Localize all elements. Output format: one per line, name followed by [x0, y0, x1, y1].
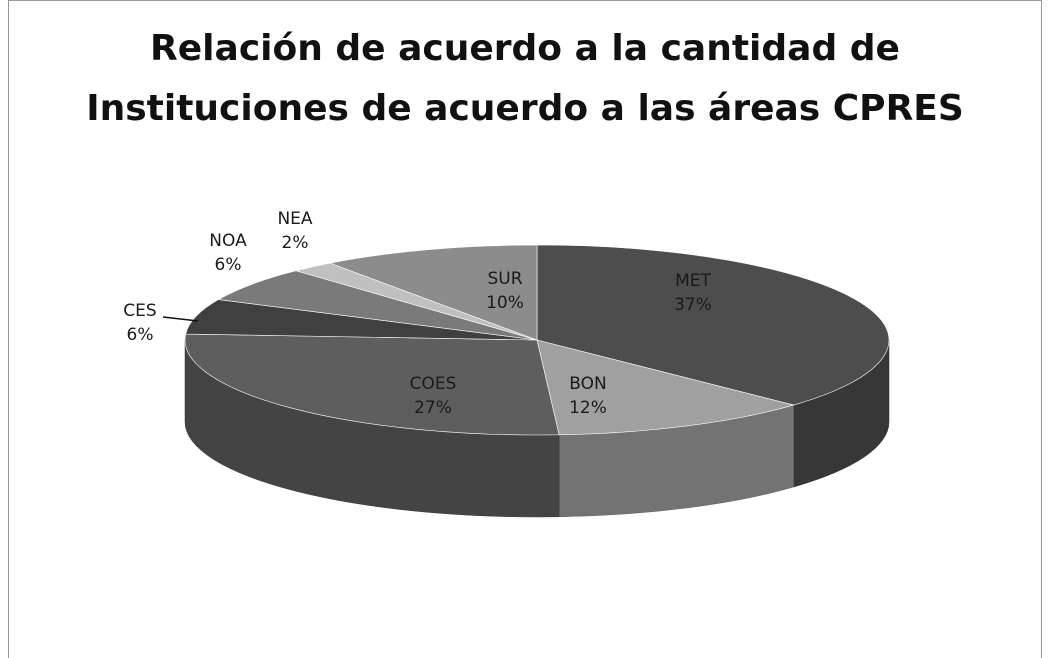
pie-slice: [536, 339, 795, 436]
pie-labels: MET 37% BON 12% COES 27% CES 6% NOA 6% NEA 2% SUR 10%: [123, 209, 712, 418]
slice-value-label: 37%: [674, 295, 712, 315]
pie-sides: [184, 339, 890, 518]
slice-label: MET: [675, 271, 711, 291]
slice-value-label: 10%: [486, 293, 524, 313]
chart-frame: [8, 0, 1042, 658]
slice-value-label: 6%: [127, 325, 154, 345]
pie-slice: [217, 270, 538, 341]
slice-value-label: 6%: [215, 255, 242, 275]
leader-line: [162, 316, 199, 322]
slice-label: COES: [410, 374, 457, 394]
slice-value-label: 27%: [414, 398, 452, 418]
pie-slice: [328, 244, 538, 341]
slice-label: BON: [569, 374, 606, 394]
pie-slice: [536, 244, 890, 406]
pie-slice: [184, 333, 560, 436]
slice-label: NOA: [209, 231, 247, 251]
slice-label: SUR: [487, 269, 522, 289]
slice-label: CES: [123, 301, 156, 321]
slice-value-label: 12%: [569, 398, 607, 418]
chart-title: Relación de acuerdo a la cantidad de: [150, 28, 900, 69]
chart-title: Instituciones de acuerdo a las áreas CPR…: [86, 88, 964, 129]
slice-value-label: 2%: [282, 233, 309, 253]
pie-tops: [184, 244, 890, 436]
slice-label: NEA: [277, 209, 312, 229]
pie-slice: [185, 299, 538, 341]
